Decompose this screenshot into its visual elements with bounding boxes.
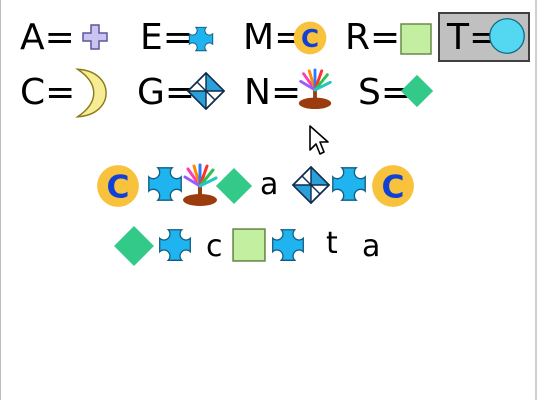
green-diamond-icon[interactable] (400, 74, 434, 108)
legend-equals: = (44, 17, 75, 58)
legend-equals: = (270, 72, 302, 113)
puzzle-symbol-c-circle[interactable] (95, 163, 141, 209)
puzzle-letter: a (362, 229, 381, 264)
yellow-crescent-icon[interactable] (70, 66, 108, 120)
legend-key-a[interactable]: A= (20, 20, 75, 56)
legend-letter: A (20, 17, 45, 58)
cyan-circle-icon[interactable] (488, 17, 526, 55)
puzzle-symbol-notched-square[interactable] (331, 166, 367, 202)
puzzle-letter: t (326, 226, 338, 261)
puzzle-symbol-notched-square[interactable] (158, 228, 192, 262)
legend-equals: = (370, 17, 401, 58)
legend-key-e[interactable]: E= (140, 20, 193, 56)
legend-letter: T (447, 17, 469, 58)
legend-letter: C (20, 72, 46, 113)
legend-equals: = (45, 72, 76, 113)
puzzle-symbol-green-diamond[interactable] (215, 167, 253, 205)
blue-notched-square-icon[interactable] (188, 26, 214, 52)
puzzle-letter: c (206, 229, 223, 264)
green-square-icon[interactable] (400, 23, 432, 55)
mouse-pointer-icon (309, 125, 329, 155)
board-right-edge (535, 0, 537, 400)
legend-letter: N (244, 72, 271, 113)
legend-key-s[interactable]: S= (358, 75, 411, 111)
puzzle-letter: a (260, 167, 279, 202)
puzzle-symbol-split-diamond[interactable] (292, 166, 330, 204)
legend-letter: S (358, 72, 381, 113)
orange-c-circle-icon[interactable] (292, 20, 328, 56)
puzzle-symbol-c-circle[interactable] (370, 163, 416, 209)
legend-key-c[interactable]: C= (20, 75, 75, 111)
legend-letter: M (243, 17, 275, 58)
legend-letter: R (345, 17, 371, 58)
legend-letter: E (140, 17, 163, 58)
legend-key-n[interactable]: N= (244, 75, 301, 111)
tree-icon[interactable] (294, 68, 336, 110)
puzzle-symbol-green-diamond[interactable] (113, 225, 155, 267)
legend-letter: G (137, 72, 165, 113)
lavender-plus-icon[interactable] (80, 22, 110, 52)
puzzle-symbol-notched-square[interactable] (271, 228, 305, 262)
split-diamond-icon[interactable] (187, 72, 225, 110)
legend-key-r[interactable]: R= (345, 20, 400, 56)
puzzle-symbol-green-square[interactable] (232, 228, 266, 262)
legend-equals: = (162, 17, 193, 58)
board-left-edge (0, 0, 1, 400)
